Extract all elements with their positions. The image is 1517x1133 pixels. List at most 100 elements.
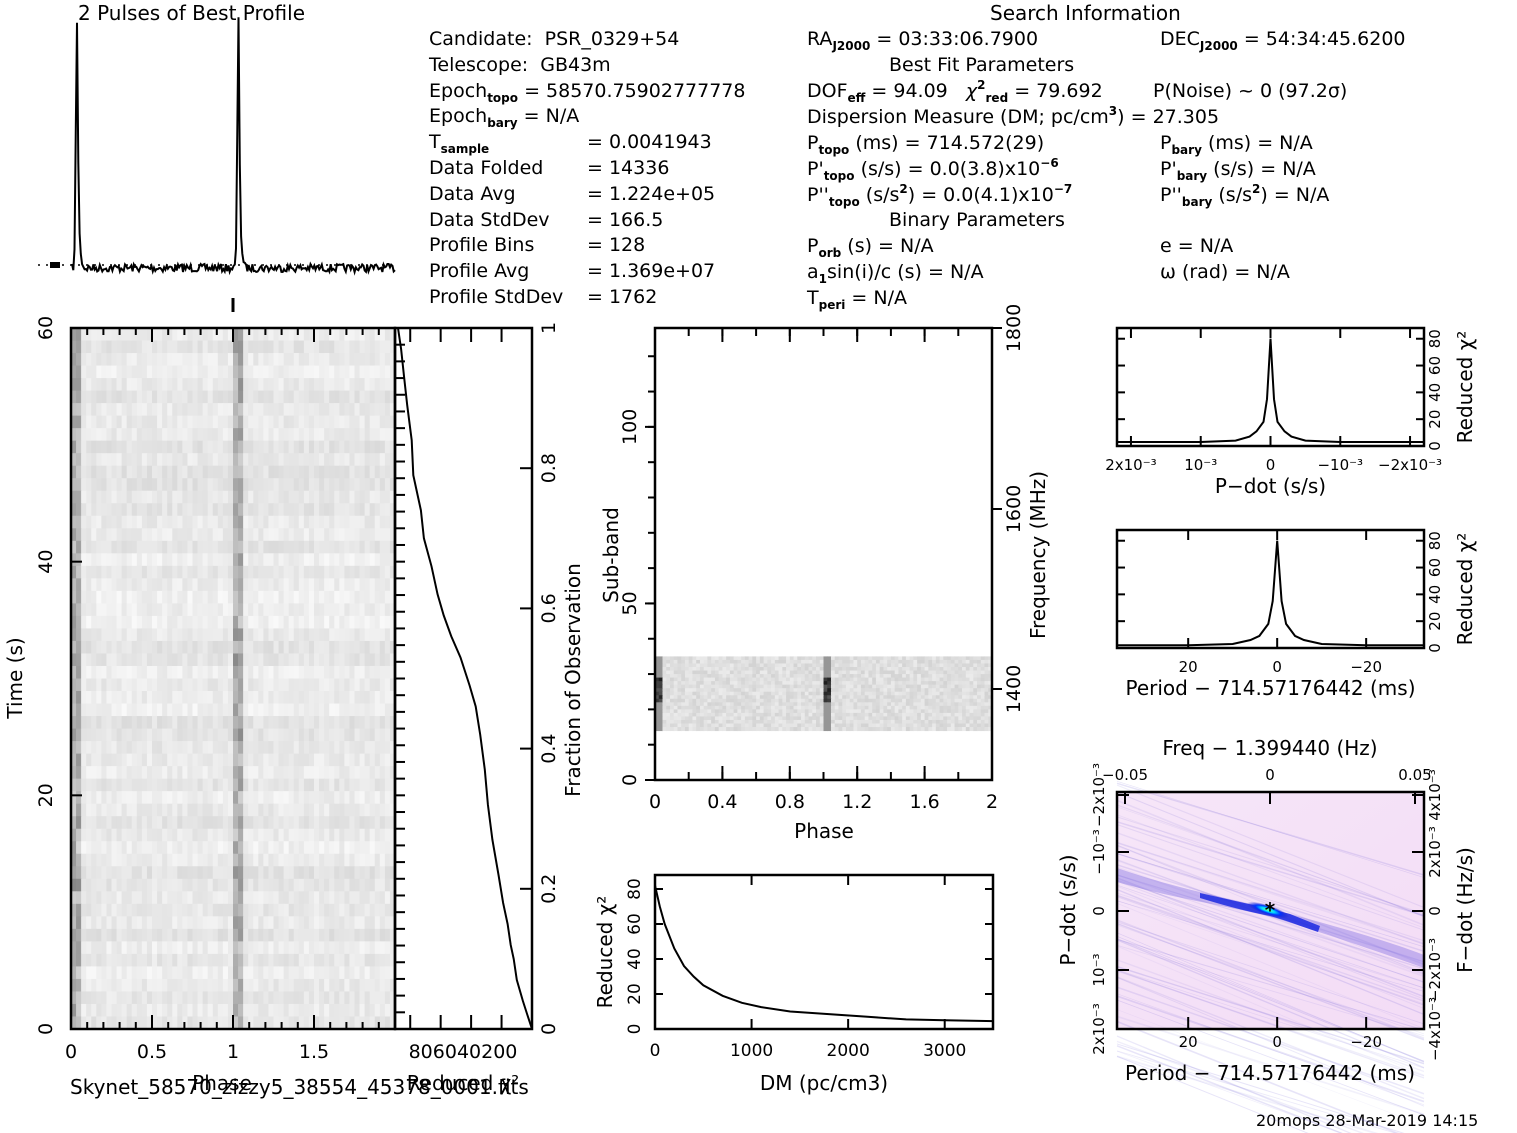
heat-cell [258,378,264,392]
heat-cell [308,691,315,705]
heat-cell [141,415,148,429]
heat-cell [71,791,77,805]
heat-cell [834,695,839,700]
heat-cell [339,478,345,492]
heat-cell [136,966,143,980]
heat-cell [76,1016,82,1030]
heat-cell [339,615,345,629]
heat-cell [217,878,224,892]
heat-cell [344,741,350,755]
heat-cell [804,663,810,668]
heat-cell [374,703,381,717]
heat-cell [308,490,315,504]
heat-cell [172,828,178,842]
heat-cell [101,966,107,980]
heat-cell [860,695,866,700]
heat-cell [86,928,92,942]
heat-cell [374,1016,381,1030]
heat-cell [962,656,967,661]
heat-cell [319,578,325,592]
heat-cell [737,695,742,700]
heat-cell [334,415,340,429]
heat-cell [71,878,77,892]
heat-cell [263,515,269,529]
heat-cell [369,978,376,992]
heat-cell [86,953,92,967]
heat-cell [212,553,219,567]
heat-cell [977,656,982,661]
heat-cell [116,415,123,429]
heat-cell [192,841,199,855]
heat-cell [364,478,371,492]
heat-cell [984,684,989,689]
heat-cell [298,928,305,942]
heat-cell [741,684,746,689]
info-label: Telescope: [429,53,529,76]
heat-cell [222,953,229,967]
time-phase-heatmap [71,328,396,1030]
heat-cell [197,515,204,529]
heat-cell [733,691,738,696]
heat-cell [677,667,682,672]
heat-cell [283,478,290,492]
heat-cell [913,681,918,686]
heat-cell [329,665,335,679]
heat-cell [71,378,77,392]
heat-cell [857,681,862,686]
heat-cell [369,841,376,855]
heat-cell [988,659,993,664]
heat-cell [688,698,693,703]
heat-cell [662,667,667,672]
heat-cell [192,540,199,554]
heat-cell [369,1003,376,1017]
heat-cell [227,378,234,392]
heat-cell [819,698,824,703]
heat-cell [278,465,285,479]
heat-cell [808,684,813,689]
heat-cell [303,353,310,367]
heat-cell [334,966,340,980]
heat-cell [339,841,345,855]
heat-cell [278,515,285,529]
heat-cell [298,803,305,817]
heat-cell [699,677,705,682]
heat-cell [136,540,143,554]
heat-cell [222,691,229,705]
heat-cell [954,663,959,668]
heat-cell [364,791,371,805]
heat-cell [920,677,926,682]
heat-cell [928,677,933,682]
heat-cell [81,653,87,667]
heat-cell [947,691,952,696]
heat-cell [842,659,847,664]
heat-cell [374,428,381,442]
heat-cell [669,659,675,664]
heat-cell [369,515,376,529]
heat-cell [101,853,107,867]
heat-cell [954,681,959,686]
heat-cell [111,953,118,967]
heat-cell [146,403,153,417]
heat-cell [202,640,209,654]
heat-cell [860,656,866,661]
heat-cell [677,691,682,696]
heat-cell [303,628,310,642]
heat-cell [696,656,701,661]
heat-cell [308,1003,315,1017]
heat-cell [86,353,92,367]
heat-cell [364,553,371,567]
heat-cell [943,691,948,696]
heat-cell [293,365,300,379]
heat-cell [827,698,832,703]
heat-cell [819,695,824,700]
heat-cell [950,677,956,682]
ra-label: RA [807,28,833,50]
heat-cell [258,540,264,554]
heat-cell [374,716,381,730]
heat-cell [314,978,320,992]
heat-cell [136,766,143,780]
heat-cell [718,691,723,696]
heat-cell [374,691,381,705]
heat-cell [793,691,798,696]
heat-cell [86,453,92,467]
